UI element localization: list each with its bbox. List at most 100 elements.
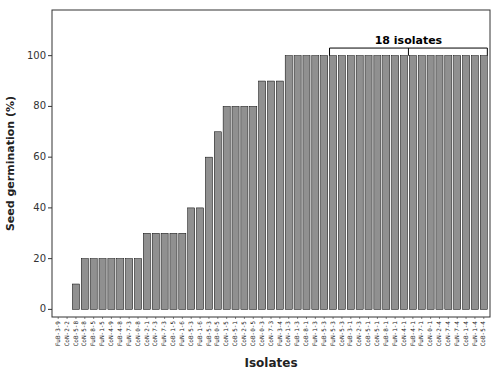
chart: 020406080100FuB-3-9CoN-2-2CoB-5-8CoN-5-8… (0, 0, 500, 375)
x-axis-label: Isolates (244, 356, 297, 370)
x-tick (164, 317, 165, 319)
x-tick (102, 317, 103, 319)
bar (365, 56, 372, 310)
x-tick (448, 317, 449, 319)
bar (259, 81, 266, 309)
x-axis: FuB-3-9CoN-2-2CoB-5-8CoN-5-8FuB-8-5FuN-1… (54, 317, 487, 346)
bar (285, 56, 292, 310)
bar (400, 56, 407, 310)
x-tick (67, 317, 68, 319)
x-tick-label: FuB-5-3 (320, 321, 327, 347)
x-tick-label: CoB-5-1 (231, 321, 238, 347)
x-tick (235, 317, 236, 319)
x-tick-label: FuN-7-4 (453, 321, 460, 347)
y-tick-label: 40 (33, 202, 46, 213)
x-tick-label: CoN-7-3 (267, 321, 274, 347)
bar (454, 56, 461, 310)
bar (471, 56, 478, 310)
x-tick (217, 317, 218, 319)
bar (330, 56, 337, 310)
x-tick-label: CoN-1-5 (222, 321, 229, 347)
y-tick (48, 258, 52, 259)
x-tick (271, 317, 272, 319)
x-tick-label: CoB-0-5 (249, 321, 256, 347)
bar (338, 56, 345, 310)
x-tick-label: CoN-0-1 (426, 321, 433, 347)
x-tick (262, 317, 263, 319)
x-tick (191, 317, 192, 319)
x-tick (173, 317, 174, 319)
y-tick-label: 60 (33, 151, 46, 162)
x-tick-label: CoB-8-1 (302, 321, 309, 347)
y-tick-label: 100 (27, 50, 46, 61)
plot-frame (52, 10, 490, 317)
x-tick (359, 317, 360, 319)
x-tick (457, 317, 458, 319)
bar (436, 56, 443, 310)
x-tick-label: FuB-1-6 (196, 321, 203, 347)
x-tick-label: FuN-1-1 (391, 321, 398, 347)
bracket-tick (487, 48, 488, 56)
bar (134, 259, 141, 310)
bar (418, 56, 425, 310)
x-tick (200, 317, 201, 319)
bar (480, 56, 487, 310)
x-tick-label: CoN-2-2 (63, 321, 70, 347)
x-tick-label: CoN-5-8 (80, 321, 87, 347)
y-tick (48, 309, 52, 310)
x-tick-label: FuN-1-5 (98, 321, 105, 347)
x-tick (483, 317, 484, 319)
x-tick-label: CoN-7-3 (151, 321, 158, 347)
bar (409, 56, 416, 310)
bracket: 18 isolates (330, 34, 488, 56)
x-tick-label: FuB-4-8 (116, 321, 123, 347)
bar (179, 233, 186, 309)
bar (197, 208, 204, 309)
x-tick (324, 317, 325, 319)
bar (55, 309, 62, 310)
x-tick-label: FuN-5-3 (329, 321, 336, 347)
x-tick-label: CoN-2-1 (143, 321, 150, 347)
y-tick (48, 106, 52, 107)
x-tick-label: FuB-8-1 (382, 321, 389, 347)
bar (72, 284, 79, 309)
background (0, 0, 500, 375)
bar (223, 106, 230, 309)
x-tick-label: CoN-1-3 (284, 321, 291, 347)
x-tick (58, 317, 59, 319)
bar (347, 56, 354, 310)
x-tick-label: CoN-2-3 (355, 321, 362, 347)
x-tick-label: FuB-5-3 (205, 321, 212, 347)
x-tick-label: CoN-2-5 (240, 321, 247, 347)
x-tick-label: CoN-5-3 (338, 321, 345, 347)
bar (250, 106, 257, 309)
bar (152, 233, 159, 309)
x-tick-label: FuN-1-6 (178, 321, 185, 347)
bar (108, 259, 115, 310)
y-tick-label: 20 (33, 253, 46, 264)
bar (143, 233, 150, 309)
x-tick-label: CoB-5-4 (479, 321, 486, 347)
y-axis-label: Seed germination (%) (4, 96, 17, 231)
y-tick (48, 207, 52, 208)
x-tick-label: CoN-0-3 (258, 321, 265, 347)
bar (170, 233, 177, 309)
bar (117, 259, 124, 310)
bar (188, 208, 195, 309)
x-tick (368, 317, 369, 319)
x-tick (120, 317, 121, 319)
x-tick-label: CoN-7-4 (444, 321, 451, 347)
x-tick (93, 317, 94, 319)
bar (383, 56, 390, 310)
x-tick-label: CoN-5-1 (373, 321, 380, 347)
x-tick-label: FuB-3-9 (54, 321, 61, 347)
bracket-label: 18 isolates (375, 34, 443, 47)
bar (267, 81, 274, 309)
x-tick-label: FuN-7-1 (417, 321, 424, 347)
x-tick (244, 317, 245, 319)
x-tick (138, 317, 139, 319)
bar (392, 56, 399, 310)
x-tick (297, 317, 298, 319)
bars (72, 56, 487, 310)
x-tick (84, 317, 85, 319)
